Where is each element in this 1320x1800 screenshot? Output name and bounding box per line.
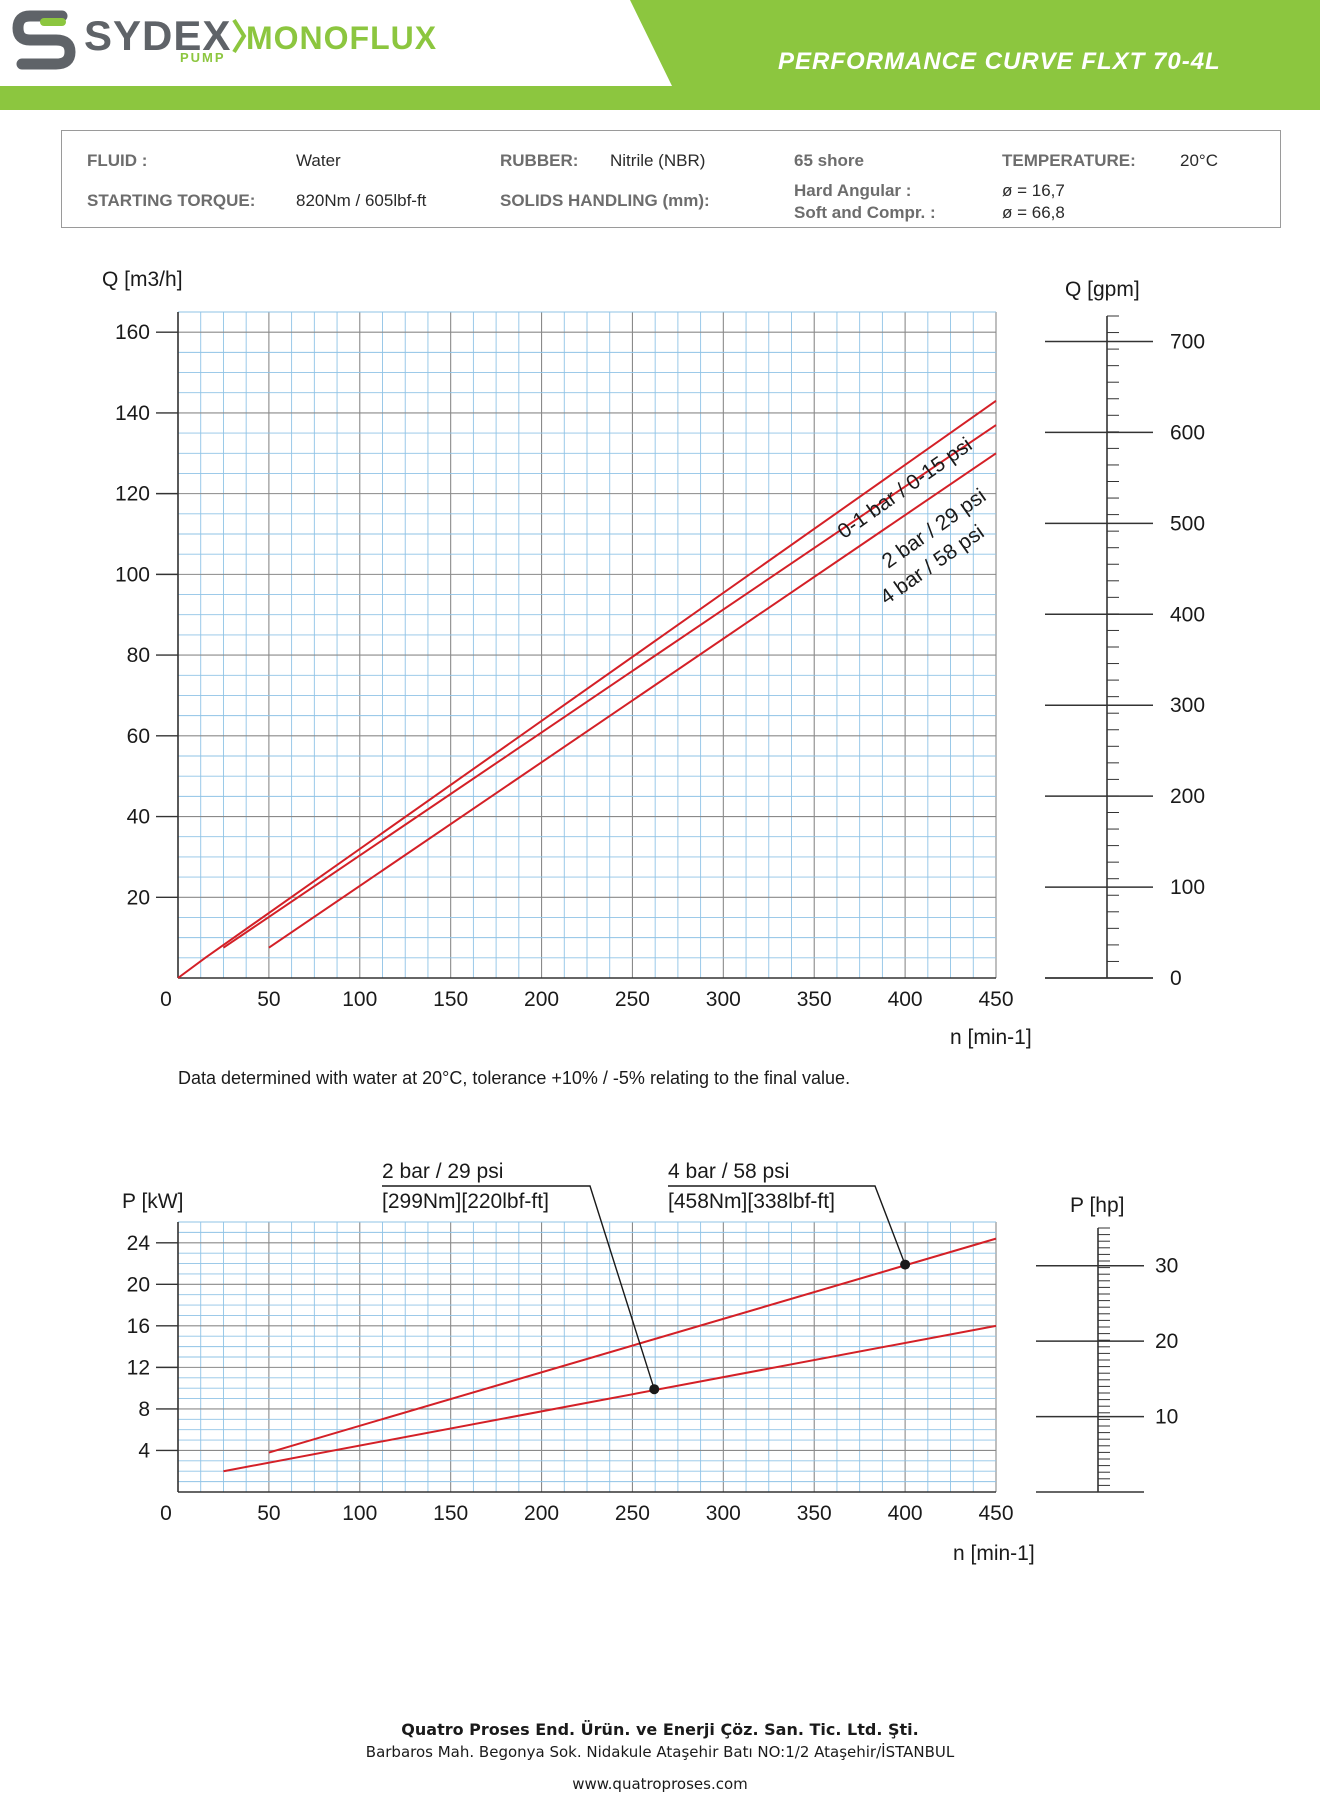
hard-angular-value: ø = 16,7 [1002, 181, 1065, 200]
series-line-0 [177, 399, 997, 979]
secondary-tick-label: 100 [1170, 876, 1205, 899]
secondary-tick-label: 300 [1170, 694, 1205, 717]
specs-panel: FLUID : Water RUBBER: Nitrile (NBR) 65 s… [61, 130, 1281, 228]
x-tick-label: 200 [524, 988, 559, 1011]
fluid-label: FLUID : [87, 151, 148, 170]
y-tick-label: 60 [127, 725, 150, 748]
secondary-tick-label: 500 [1170, 512, 1205, 535]
x-tick-label: 0 [160, 1502, 172, 1525]
x-axis-label: n [min-1] [953, 1542, 1035, 1565]
x-tick-label: 0 [160, 988, 172, 1011]
annotation-title-1: 4 bar / 58 psi [668, 1160, 789, 1183]
flow-chart: 20 40 60 80 100 120 140 160 0 50 100 150 200 250 300 35… [102, 268, 1205, 1049]
product-line: MONOFLUX [246, 20, 438, 56]
fluid-value: Water [296, 151, 341, 170]
banner-green-wedge [640, 0, 1320, 86]
footer-address: Barbaros Mah. Begonya Sok. Nidakule Ataş… [365, 1743, 955, 1761]
annotation-point-0 [649, 1384, 660, 1395]
power-chart: 4 8 12 16 20 24 0 50 100 150 200 250 300 350 400 450 P [… [122, 1160, 1178, 1565]
y-tick-label: 4 [138, 1439, 150, 1462]
y-tick-label: 8 [138, 1398, 150, 1421]
chevron-icon [232, 18, 247, 54]
secondary-axis-label: P [hp] [1070, 1194, 1125, 1217]
footer-website: www.quatroproses.com [572, 1775, 748, 1793]
footer-company: Quatro Proses End. Ürün. ve Enerji Çöz. … [401, 1720, 919, 1739]
header-banner [0, 0, 1320, 110]
y-tick-label: 80 [127, 644, 150, 667]
temperature-value: 20°C [1180, 151, 1218, 170]
x-tick-label: 100 [342, 1502, 377, 1525]
y-axis-label: P [kW] [122, 1190, 183, 1213]
annotation-point-1 [900, 1259, 911, 1270]
secondary-tick-label: 10 [1155, 1406, 1178, 1429]
y-tick-label: 20 [127, 1273, 150, 1296]
y-tick-label: 16 [127, 1315, 150, 1338]
x-tick-label: 200 [524, 1502, 559, 1525]
secondary-tick-label: 200 [1170, 785, 1205, 808]
torque-label: STARTING TORQUE: [87, 191, 256, 210]
series-line-0 [223, 1324, 997, 1473]
x-tick-label: 400 [888, 1502, 923, 1525]
annotation-leader-0 [382, 1185, 655, 1390]
y-tick-label: 20 [127, 886, 150, 909]
annotation-torque-0: [299Nm][220lbf-ft] [382, 1190, 549, 1213]
x-tick-label: 400 [888, 988, 923, 1011]
x-tick-label: 300 [706, 1502, 741, 1525]
y-tick-label: 160 [115, 321, 150, 344]
secondary-axis-label: Q [gpm] [1065, 278, 1140, 301]
y-tick-label: 120 [115, 483, 150, 506]
sydex-logo-icon [12, 10, 76, 70]
hard-angular-label: Hard Angular : [794, 181, 912, 200]
temperature-label: TEMPERATURE: [1002, 151, 1136, 170]
secondary-tick-label: 30 [1155, 1255, 1178, 1278]
shore-value: 65 shore [794, 151, 864, 170]
y-tick-label: 24 [127, 1232, 151, 1255]
rubber-value: Nitrile (NBR) [610, 151, 706, 170]
x-tick-label: 350 [797, 988, 832, 1011]
x-tick-label: 250 [615, 988, 650, 1011]
y-tick-label: 40 [127, 806, 150, 829]
series-line-1 [222, 424, 997, 949]
series-line-2 [268, 452, 997, 949]
page-header: SYDEX PUMP MONOFLUX PERFORMANCE CURVE FL… [0, 0, 1320, 110]
annotation-torque-1: [458Nm][338lbf-ft] [668, 1190, 835, 1213]
annotation-title-0: 2 bar / 29 psi [382, 1160, 503, 1183]
x-tick-label: 150 [433, 988, 468, 1011]
annotation-leader-1 [668, 1185, 906, 1265]
solids-label: SOLIDS HANDLING (mm): [500, 191, 710, 210]
page-title: PERFORMANCE CURVE FLXT 70-4L [778, 48, 1221, 75]
soft-compr-label: Soft and Compr. : [794, 203, 936, 222]
page-footer: Quatro Proses End. Ürün. ve Enerji Çöz. … [0, 1720, 1320, 1793]
x-tick-label: 350 [797, 1502, 832, 1525]
secondary-tick-label: 20 [1155, 1330, 1178, 1353]
soft-compr-value: ø = 66,8 [1002, 203, 1065, 222]
torque-value: 820Nm / 605lbf-ft [296, 191, 427, 210]
x-tick-label: 50 [257, 988, 280, 1011]
x-axis-label: n [min-1] [950, 1026, 1032, 1049]
x-tick-label: 300 [706, 988, 741, 1011]
brand-sub: PUMP [180, 50, 226, 65]
secondary-tick-label: 0 [1170, 967, 1182, 990]
secondary-tick-label: 700 [1170, 330, 1205, 353]
x-tick-label: 450 [978, 1502, 1013, 1525]
x-tick-label: 450 [978, 988, 1013, 1011]
y-tick-label: 140 [115, 402, 150, 425]
secondary-tick-label: 600 [1170, 421, 1205, 444]
secondary-tick-label: 400 [1170, 603, 1205, 626]
series-line-1 [268, 1237, 997, 1454]
rubber-label: RUBBER: [500, 151, 579, 170]
x-tick-label: 250 [615, 1502, 650, 1525]
tolerance-note: Data determined with water at 20°C, tole… [178, 1068, 851, 1088]
y-axis-label: Q [m3/h] [102, 268, 183, 291]
x-tick-label: 150 [433, 1502, 468, 1525]
x-tick-label: 100 [342, 988, 377, 1011]
y-tick-label: 100 [115, 563, 150, 586]
brand-name: SYDEX [84, 12, 232, 59]
x-tick-label: 50 [257, 1502, 280, 1525]
y-tick-label: 12 [127, 1356, 150, 1379]
